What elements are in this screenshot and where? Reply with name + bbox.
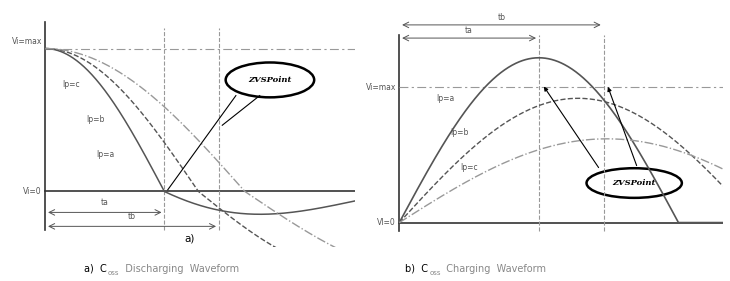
Text: Discharging  Waveform: Discharging Waveform [119, 264, 239, 274]
Text: a): a) [185, 234, 195, 244]
Text: tb: tb [128, 212, 136, 221]
Text: ZVSPoint: ZVSPoint [248, 76, 291, 84]
Text: Charging  Waveform: Charging Waveform [440, 264, 546, 274]
Text: Vi=max: Vi=max [12, 37, 42, 46]
Text: VI=0: VI=0 [377, 218, 396, 227]
Text: Ip=b: Ip=b [450, 128, 469, 137]
Text: Ip=a: Ip=a [96, 149, 115, 158]
Text: tb: tb [497, 13, 505, 22]
Text: a)  C: a) C [84, 264, 107, 274]
Text: oss: oss [108, 270, 120, 276]
Text: Ip=c: Ip=c [62, 80, 80, 89]
Text: Ip=b: Ip=b [86, 115, 104, 124]
Text: Ip=a: Ip=a [437, 94, 455, 103]
Text: Ip=c: Ip=c [461, 163, 478, 172]
Text: b)  C: b) C [405, 264, 429, 274]
Text: ta: ta [101, 198, 109, 207]
Text: ZVSPoint: ZVSPoint [612, 179, 656, 187]
Text: oss: oss [429, 270, 441, 276]
Text: Vi=0: Vi=0 [23, 187, 42, 196]
Text: Vi=max: Vi=max [366, 83, 396, 92]
Text: ta: ta [465, 26, 473, 35]
